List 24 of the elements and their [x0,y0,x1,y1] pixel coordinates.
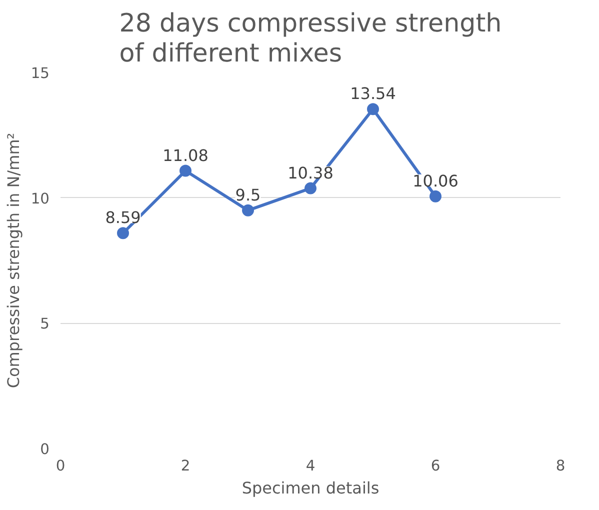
chart-title: 28 days compressive strength of different mixes [119,8,502,68]
data-label: 13.54 [350,84,396,104]
data-label: 11.08 [162,146,208,165]
y-tick-label: 15 [30,65,50,82]
y-axis-title: Compressive strength in N/mm² [4,132,23,388]
data-label: 10.06 [412,171,458,190]
data-label: 9.5 [235,185,261,204]
x-tick-label: 8 [556,458,566,474]
y-tick-label: 5 [40,316,50,333]
x-tick-label: 4 [306,458,316,474]
point [242,204,254,216]
data-label: 8.59 [105,208,141,228]
point [304,182,316,194]
y-tick-label: 0 [40,441,50,458]
y-tick-label: 10 [30,190,50,208]
x-tick-label: 6 [430,458,440,474]
point [180,164,192,177]
x-tick-label: 2 [180,458,190,474]
point [367,103,379,116]
point [430,190,442,202]
point [117,227,129,240]
x-axis-title: Specimen details [242,478,380,498]
data-label: 10.38 [288,163,334,182]
x-tick-label: 0 [56,458,66,474]
